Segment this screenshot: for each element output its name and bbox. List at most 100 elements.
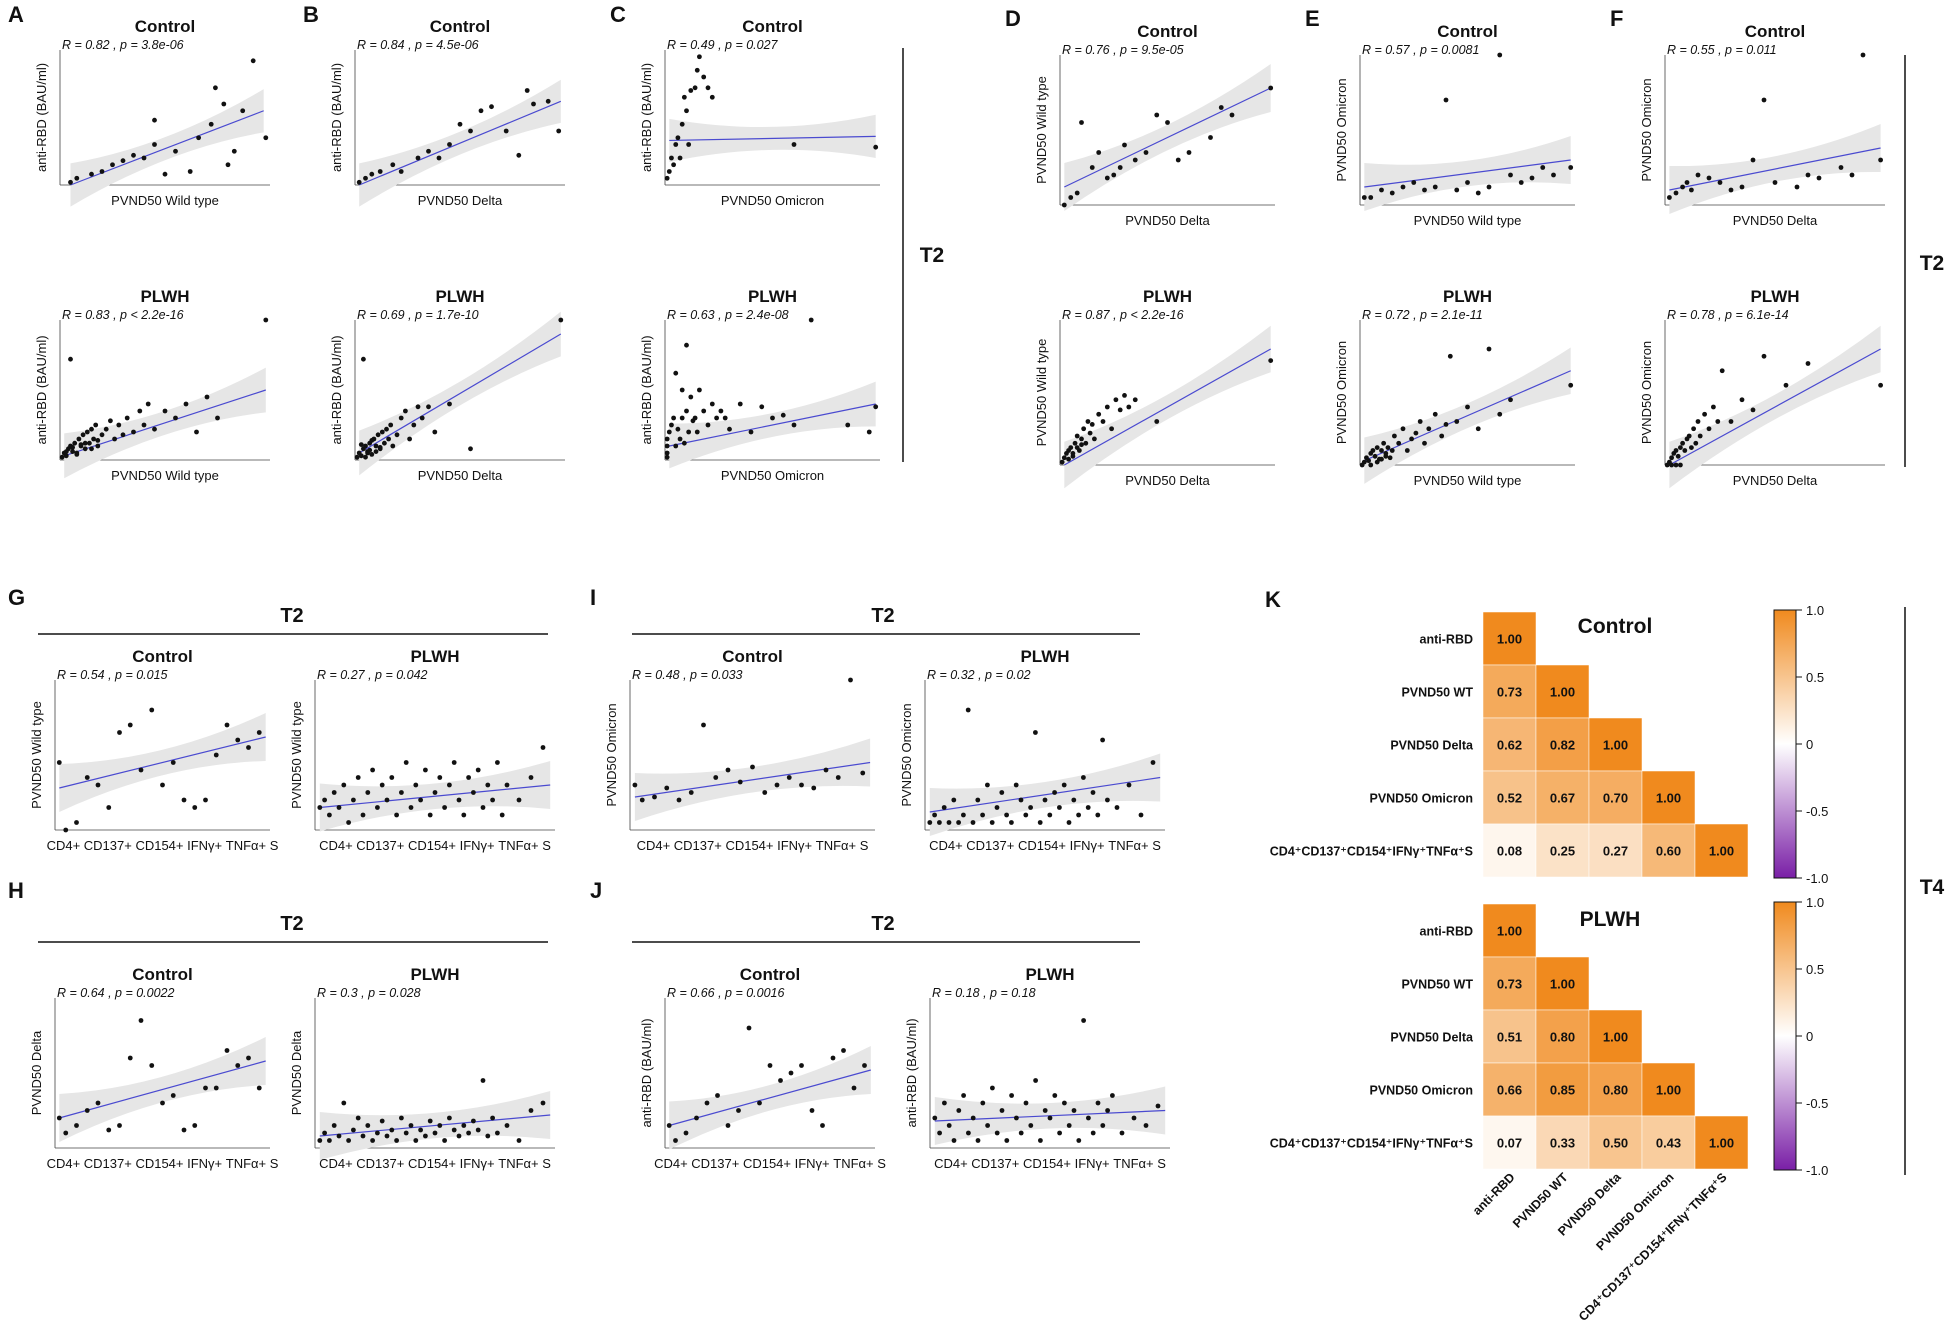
data-point	[1667, 195, 1672, 200]
data-point	[160, 782, 165, 788]
data-point	[1409, 436, 1414, 442]
y-axis-label: anti-RBD (BAU/ml)	[904, 1018, 919, 1127]
scatter-panel-e-plwh: PLWH R = 0.72 , p = 2.1e-11 PVND50 Wild ty…	[1334, 287, 1575, 488]
data-point	[480, 805, 486, 810]
data-point	[759, 404, 765, 410]
data-point	[246, 1055, 251, 1061]
data-point	[331, 1123, 337, 1128]
heatmap-cell-value: 0.85	[1550, 1083, 1575, 1098]
data-point	[1071, 797, 1077, 803]
data-point	[418, 1127, 423, 1133]
regression-line	[358, 333, 562, 454]
x-axis-label: PVND50 Omicron	[721, 468, 824, 483]
scatter-panel-i-plwh: PLWH R = 0.32 , p = 0.02 CD4+ CD137+ CD154…	[899, 647, 1165, 853]
data-point	[389, 775, 395, 780]
data-point	[1132, 397, 1138, 403]
data-point	[1004, 1138, 1010, 1143]
data-point	[671, 162, 676, 168]
data-point	[91, 436, 96, 442]
data-point	[1497, 411, 1503, 417]
data-point	[1695, 419, 1701, 424]
data-point	[750, 764, 755, 770]
data-point	[1076, 1138, 1082, 1143]
x-axis-label: PVND50 Delta	[1125, 473, 1210, 488]
regression-line	[319, 1114, 551, 1137]
panel-title: PLWH	[1750, 287, 1799, 306]
data-point	[263, 317, 269, 323]
data-point	[556, 128, 562, 134]
scatter-panel-d-plwh: PLWH R = 0.87 , p < 2.2e-16 PVND50 Delta PV…	[1034, 287, 1275, 489]
heatmap-cell	[1535, 1115, 1590, 1170]
data-point	[423, 1133, 428, 1139]
correlation-stats: R = 0.63 , p = 2.4e-08	[667, 308, 789, 322]
heatmap-cell	[1588, 1115, 1643, 1170]
data-point	[63, 453, 69, 459]
x-axis-label: PVND50 Wild type	[1414, 473, 1522, 488]
data-point	[1143, 1123, 1149, 1128]
heatmap-row-label: PVND50 Delta	[1390, 739, 1474, 753]
data-point	[1138, 812, 1144, 818]
data-point	[1426, 426, 1432, 432]
data-point	[74, 820, 79, 825]
panel-letter-h: H	[8, 878, 24, 903]
data-point	[1047, 1115, 1053, 1121]
panel-letter-a: A	[8, 2, 24, 27]
section-header: T2	[280, 605, 303, 627]
data-point	[183, 401, 189, 407]
heatmap-row-label: anti-RBD	[1420, 633, 1473, 647]
scatter-panel-b-control: Control R = 0.84 , p = 4.5e-06 PVND50 Delt…	[329, 17, 565, 208]
data-point	[1066, 820, 1072, 825]
data-point	[120, 158, 126, 164]
data-point	[503, 128, 509, 134]
data-point	[725, 1123, 731, 1128]
scatter-panel-e-control: Control R = 0.57 , p = 0.0081 PVND50 Wild …	[1334, 22, 1575, 228]
data-point	[683, 1130, 689, 1136]
data-point	[1013, 782, 1019, 788]
scatter-panel-g-control: Control R = 0.54 , p = 0.015 CD4+ CD137+ C…	[29, 647, 279, 853]
data-point	[403, 1130, 409, 1136]
data-point	[1389, 190, 1395, 196]
data-point	[1838, 165, 1844, 170]
data-point	[1695, 172, 1701, 178]
panel-title: PLWH	[410, 647, 459, 666]
data-point	[1071, 1108, 1077, 1113]
y-axis-label: anti-RBD (BAU/ml)	[34, 63, 49, 172]
data-point	[63, 827, 69, 833]
data-point	[851, 1085, 857, 1091]
correlation-stats: R = 0.82 , p = 3.8e-06	[62, 38, 184, 52]
data-point	[679, 121, 685, 127]
correlation-stats: R = 0.27 , p = 0.042	[317, 668, 428, 682]
data-point	[1079, 442, 1084, 448]
data-point	[56, 760, 62, 765]
data-point	[692, 415, 698, 421]
heatmap-cell	[1641, 823, 1696, 878]
heatmap-cell-value: 0.52	[1497, 791, 1522, 806]
data-point	[675, 135, 681, 141]
data-point	[413, 1138, 419, 1143]
data-point	[1379, 448, 1384, 453]
regression-line	[1669, 348, 1881, 466]
data-point	[980, 1100, 986, 1106]
data-point	[415, 155, 421, 161]
data-point	[946, 820, 952, 825]
heatmap-cell-value: 1.00	[1656, 791, 1681, 806]
data-point	[1081, 1018, 1086, 1023]
data-point	[1113, 397, 1119, 403]
data-point	[1719, 368, 1725, 374]
data-point	[946, 1123, 952, 1128]
data-point	[694, 429, 700, 435]
data-point	[932, 1115, 938, 1121]
data-point	[1860, 52, 1866, 58]
data-point	[95, 782, 101, 788]
heatmap-cell	[1641, 1062, 1696, 1117]
data-point	[673, 443, 679, 449]
data-point	[999, 1108, 1005, 1113]
scatter-panel-a-plwh: PLWH R = 0.83 , p < 2.2e-16 PVND50 Wild ty…	[34, 287, 270, 483]
data-point	[1715, 419, 1721, 424]
x-axis-label: PVND50 Delta	[418, 193, 503, 208]
data-point	[418, 797, 423, 803]
data-point	[684, 342, 689, 348]
data-point	[456, 797, 462, 803]
data-point	[89, 171, 94, 177]
data-point	[384, 797, 390, 803]
